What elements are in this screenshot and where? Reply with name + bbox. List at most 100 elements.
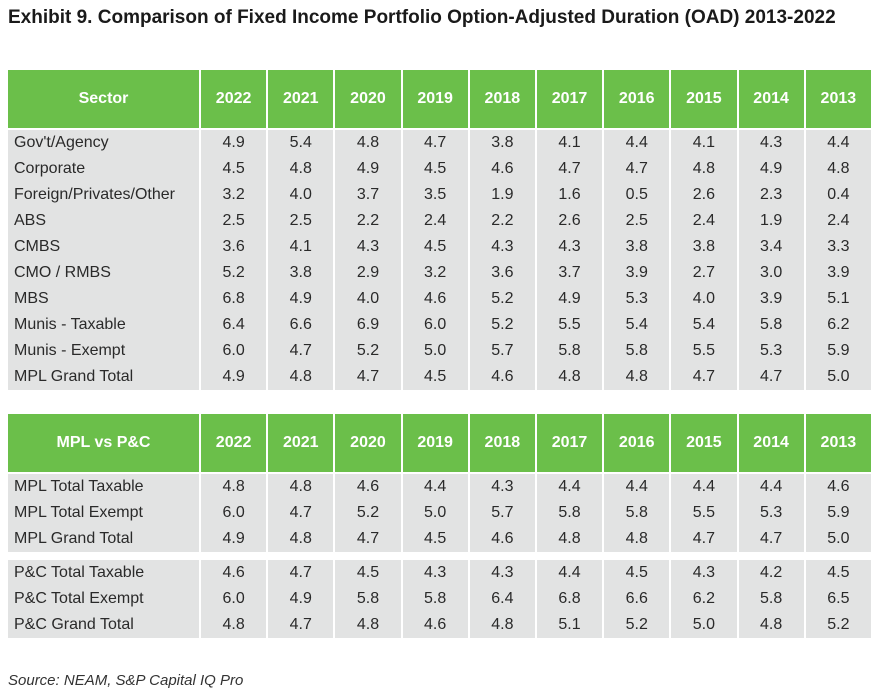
value-cell: 3.6 <box>200 234 269 260</box>
value-cell: 4.4 <box>535 473 605 500</box>
row-label: CMO / RMBS <box>8 260 201 286</box>
value-cell: 4.3 <box>334 234 403 260</box>
year-header-2017: 2017 <box>535 70 605 130</box>
value-cell: 3.2 <box>401 260 470 286</box>
value-cell: 4.7 <box>267 500 336 526</box>
value-cell: 4.9 <box>200 129 269 156</box>
year-header-2019: 2019 <box>401 70 470 130</box>
value-cell: 4.7 <box>737 364 806 390</box>
value-cell: 6.6 <box>267 312 336 338</box>
value-cell: 4.7 <box>737 526 806 552</box>
row-label: Gov't/Agency <box>8 129 201 156</box>
value-cell: 3.5 <box>401 182 470 208</box>
value-cell: 2.7 <box>670 260 739 286</box>
table-row: Corporate 4.5 4.8 4.9 4.5 4.6 4.7 4.7 4.8 4.9 4.8 <box>8 156 874 182</box>
value-cell: 1.9 <box>737 208 806 234</box>
value-cell: 6.6 <box>603 586 672 612</box>
value-cell: 6.0 <box>401 312 470 338</box>
row-label: Corporate <box>8 156 201 182</box>
value-cell: 4.5 <box>334 560 403 586</box>
table-header-row: MPL vs P&C 2022 2021 2020 2019 2018 2017 2016 20… <box>8 414 874 474</box>
row-label: MPL Grand Total <box>8 364 201 390</box>
value-cell: 4.5 <box>401 234 470 260</box>
value-cell: 4.0 <box>267 182 336 208</box>
value-cell: 3.8 <box>267 260 336 286</box>
row-label: MPL Grand Total <box>8 526 201 552</box>
table-row: P&C Total Exempt 6.0 4.9 5.8 5.8 6.4 6.8 6.6 6.2… <box>8 586 874 612</box>
table-row: Munis - Taxable 6.4 6.6 6.9 6.0 5.2 5.5 5.4 5.4 5… <box>8 312 874 338</box>
value-cell: 4.4 <box>535 560 605 586</box>
value-cell: 5.3 <box>737 500 806 526</box>
value-cell: 4.5 <box>603 560 672 586</box>
year-header-2013: 2013 <box>804 70 874 130</box>
value-cell: 4.7 <box>267 612 336 638</box>
value-cell: 4.0 <box>334 286 403 312</box>
table-row: MPL Grand Total 4.9 4.8 4.7 4.5 4.6 4.8 4.8 4.7 4… <box>8 526 874 552</box>
row-label: MPL Total Taxable <box>8 473 201 500</box>
value-cell: 4.8 <box>334 612 403 638</box>
value-cell: 3.7 <box>334 182 403 208</box>
value-cell: 6.0 <box>200 500 269 526</box>
value-cell: 4.9 <box>737 156 806 182</box>
value-cell: 4.3 <box>737 129 806 156</box>
value-cell: 4.7 <box>267 338 336 364</box>
value-cell: 4.5 <box>200 156 269 182</box>
value-cell: 4.7 <box>535 156 605 182</box>
table-row: P&C Total Taxable 4.6 4.7 4.5 4.3 4.3 4.4 4.5 4.… <box>8 560 874 586</box>
value-cell: 4.0 <box>670 286 739 312</box>
table-row: MPL Total Exempt 6.0 4.7 5.2 5.0 5.7 5.8 5.8 5.5… <box>8 500 874 526</box>
value-cell: 4.6 <box>468 364 537 390</box>
value-cell: 6.4 <box>200 312 269 338</box>
value-cell: 4.7 <box>670 526 739 552</box>
year-header-2015: 2015 <box>670 414 739 474</box>
value-cell: 2.2 <box>468 208 537 234</box>
value-cell: 4.8 <box>200 473 269 500</box>
value-cell: 4.6 <box>468 526 537 552</box>
value-cell: 4.6 <box>401 286 470 312</box>
year-header-2022: 2022 <box>200 414 269 474</box>
value-cell: 4.8 <box>535 364 605 390</box>
value-cell: 1.9 <box>468 182 537 208</box>
value-cell: 2.4 <box>401 208 470 234</box>
group-spacer <box>8 552 873 560</box>
value-cell: 0.4 <box>804 182 874 208</box>
row-label: Foreign/Privates/Other <box>8 182 201 208</box>
table-row: Gov't/Agency 4.9 5.4 4.8 4.7 3.8 4.1 4.4 4.1 4.3 4… <box>8 129 874 156</box>
table-row: Munis - Exempt 6.0 4.7 5.2 5.0 5.7 5.8 5.8 5.5 5.… <box>8 338 874 364</box>
value-cell: 5.5 <box>670 500 739 526</box>
value-cell: 2.6 <box>670 182 739 208</box>
value-cell: 6.0 <box>200 338 269 364</box>
value-cell: 4.5 <box>401 526 470 552</box>
value-cell: 4.5 <box>401 156 470 182</box>
value-cell: 4.6 <box>401 612 470 638</box>
row-label: Munis - Exempt <box>8 338 201 364</box>
value-cell: 5.8 <box>401 586 470 612</box>
value-cell: 5.0 <box>401 500 470 526</box>
value-cell: 5.1 <box>535 612 605 638</box>
value-cell: 5.2 <box>468 286 537 312</box>
table-row: P&C Grand Total 4.8 4.7 4.8 4.6 4.8 5.1 5.2 5.0 4… <box>8 612 874 638</box>
value-cell: 5.2 <box>603 612 672 638</box>
value-cell: 6.8 <box>535 586 605 612</box>
value-cell: 5.4 <box>670 312 739 338</box>
year-header-2015: 2015 <box>670 70 739 130</box>
value-cell: 5.1 <box>804 286 874 312</box>
value-cell: 5.0 <box>670 612 739 638</box>
value-cell: 4.3 <box>468 234 537 260</box>
value-cell: 4.4 <box>804 129 874 156</box>
value-cell: 3.8 <box>670 234 739 260</box>
value-cell: 5.0 <box>401 338 470 364</box>
value-cell: 3.8 <box>603 234 672 260</box>
value-cell: 6.8 <box>200 286 269 312</box>
year-header-2018: 2018 <box>468 70 537 130</box>
row-label: CMBS <box>8 234 201 260</box>
value-cell: 4.9 <box>334 156 403 182</box>
value-cell: 2.6 <box>535 208 605 234</box>
value-cell: 4.8 <box>267 473 336 500</box>
value-cell: 6.4 <box>468 586 537 612</box>
value-cell: 5.8 <box>737 312 806 338</box>
year-header-2014: 2014 <box>737 70 806 130</box>
row-label: P&C Grand Total <box>8 612 201 638</box>
value-cell: 4.5 <box>401 364 470 390</box>
exhibit-title: Exhibit 9. Comparison of Fixed Income Po… <box>8 7 836 28</box>
